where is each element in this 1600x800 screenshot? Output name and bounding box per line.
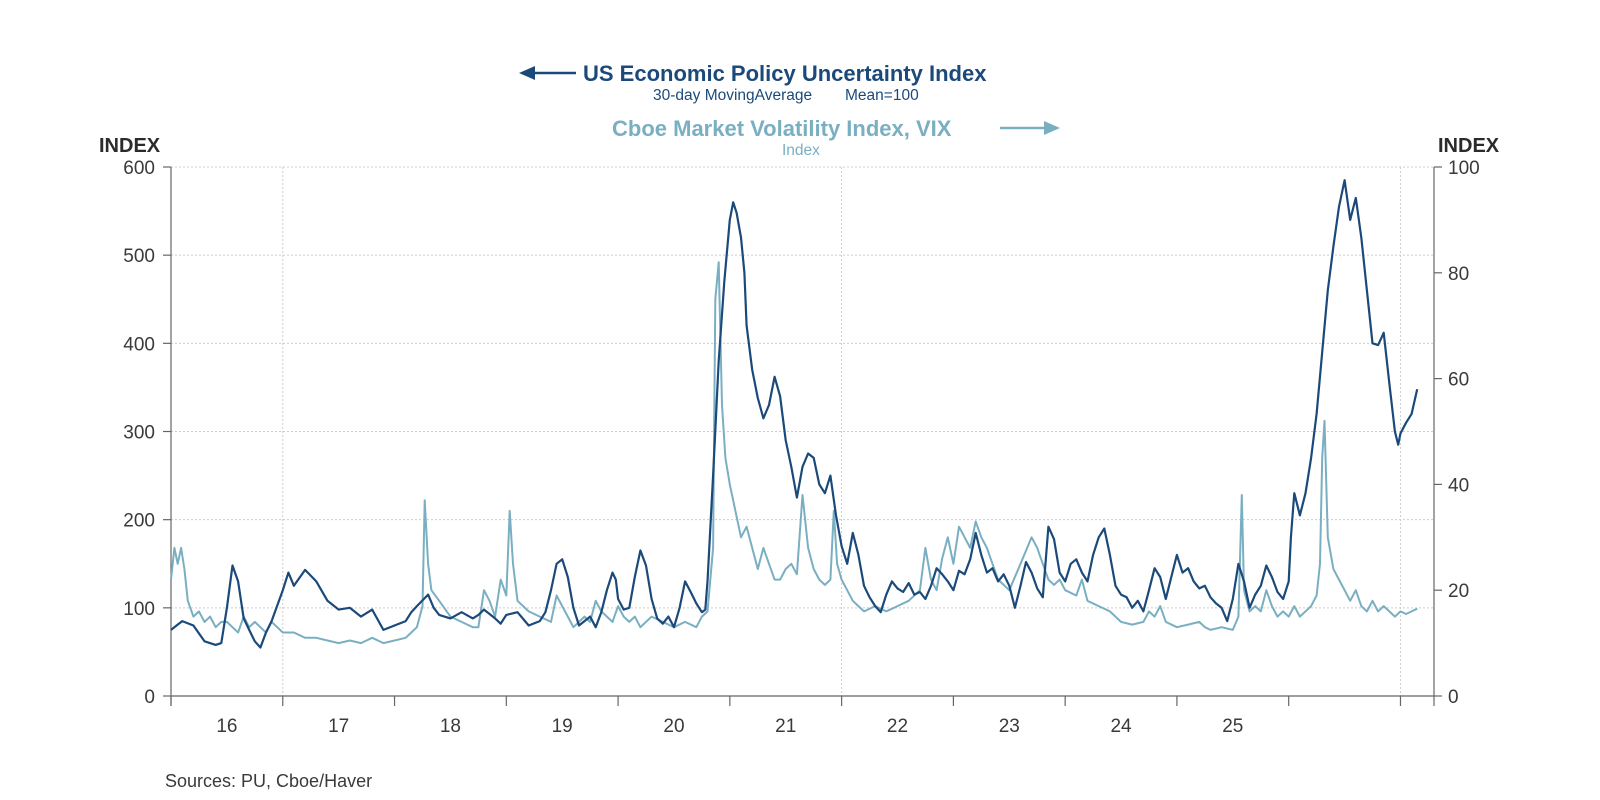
epu-line <box>170 179 1419 649</box>
axes <box>170 167 1435 706</box>
x-tick-label: 21 <box>775 716 796 737</box>
x-tick-label: 25 <box>1222 716 1243 737</box>
legend-epu-subtitle-b: Mean=100 <box>845 87 919 104</box>
left-axis-ticks: 0 100 200 300 400 500 600 <box>123 158 171 708</box>
legend-vix-title: Cboe Market Volatility Index, VIX <box>612 116 952 141</box>
source-note: Sources: PU, Cboe/Haver <box>165 771 372 791</box>
x-tick-label: 19 <box>552 716 573 737</box>
left-tick-label: 300 <box>123 423 155 444</box>
legend-epu-title: US Economic Policy Uncertainty Index <box>583 61 987 86</box>
right-arrow-icon <box>1044 121 1060 135</box>
right-tick-label: 0 <box>1448 687 1459 708</box>
right-axis-ticks: 0 20 40 60 80 100 <box>1434 158 1480 708</box>
x-tick-label: 24 <box>1110 716 1132 737</box>
x-tick-label: 23 <box>999 716 1020 737</box>
right-tick-label: 20 <box>1448 581 1469 602</box>
right-tick-label: 100 <box>1448 158 1480 179</box>
left-arrow-icon <box>519 66 535 80</box>
x-axis-ticks: 16 17 18 19 20 21 22 23 24 25 <box>170 696 1402 737</box>
left-tick-label: 0 <box>144 687 155 708</box>
vix-line <box>170 261 1418 645</box>
legend: US Economic Policy Uncertainty Index 30-… <box>519 61 1060 159</box>
left-tick-label: 100 <box>123 599 155 620</box>
x-tick-label: 20 <box>663 716 684 737</box>
series-layer <box>170 179 1419 649</box>
left-axis-label: INDEX <box>99 135 161 157</box>
right-tick-label: 60 <box>1448 370 1469 391</box>
gridlines <box>171 166 1434 696</box>
right-axis-label: INDEX <box>1438 135 1500 157</box>
legend-vix-subtitle: Index <box>782 142 820 159</box>
right-tick-label: 40 <box>1448 475 1469 496</box>
x-tick-label: 16 <box>216 716 237 737</box>
x-tick-label: 17 <box>328 716 349 737</box>
left-tick-label: 200 <box>123 511 155 532</box>
left-tick-label: 400 <box>123 334 155 355</box>
left-tick-label: 500 <box>123 246 155 267</box>
right-tick-label: 80 <box>1448 264 1469 285</box>
x-tick-label: 18 <box>440 716 461 737</box>
legend-epu-subtitle-a: 30-day MovingAverage <box>653 87 812 104</box>
left-tick-label: 600 <box>123 158 155 179</box>
x-tick-label: 22 <box>887 716 908 737</box>
